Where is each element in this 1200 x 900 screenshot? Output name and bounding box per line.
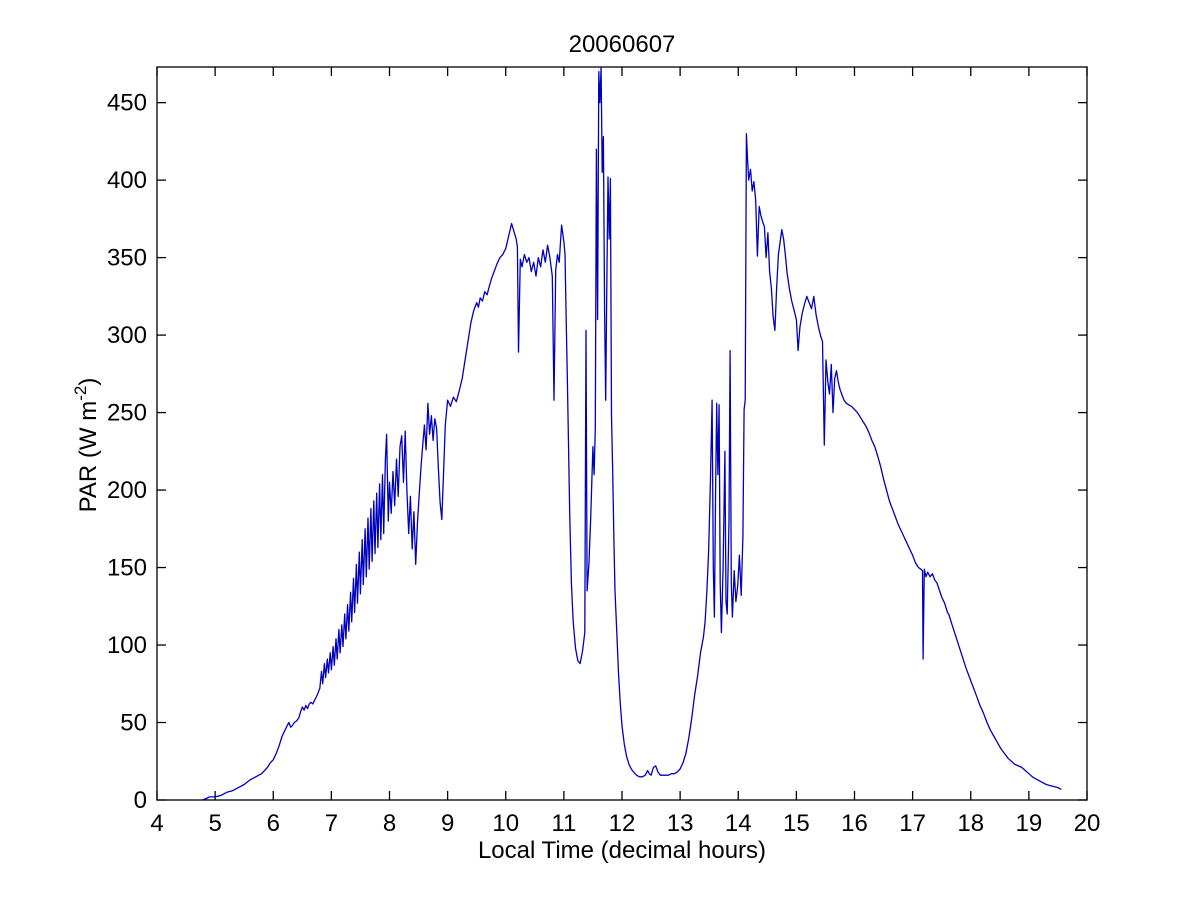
x-tick-label: 10	[492, 810, 519, 837]
x-tick-label: 19	[1016, 810, 1043, 837]
x-tick-label: 6	[267, 810, 280, 837]
par-data-line	[201, 66, 1062, 801]
x-tick-label: 8	[383, 810, 396, 837]
x-tick-labels: 4 5 6 7 8 9 10 11 12 13 14 15 16 17 18 19 20	[150, 810, 1100, 837]
data-series	[201, 66, 1062, 801]
x-tick-label: 9	[441, 810, 454, 837]
y-tick-label: 0	[134, 787, 147, 814]
y-tick-labels: 0 50 100 150 200 250 300 350 400 450	[107, 90, 147, 814]
y-axis-label-close: )	[75, 378, 102, 386]
x-tick-label: 20	[1074, 810, 1101, 837]
x-tick-label: 13	[667, 810, 694, 837]
x-tick-label: 12	[609, 810, 636, 837]
x-tick-label: 16	[841, 810, 868, 837]
y-tick-label: 450	[107, 90, 147, 117]
chart-title: 20060607	[569, 31, 676, 58]
x-tick-label: 15	[783, 810, 810, 837]
y-axis-label-main: PAR (W m	[75, 401, 102, 513]
x-tick-label: 5	[208, 810, 221, 837]
y-tick-label: 50	[120, 710, 147, 737]
x-tick-label: 18	[957, 810, 984, 837]
y-axis-label-superscript: -2	[71, 386, 90, 401]
y-tick-label: 200	[107, 477, 147, 504]
axis-ticks	[156, 67, 1088, 801]
x-tick-label: 17	[899, 810, 926, 837]
y-tick-label: 100	[107, 632, 147, 659]
y-tick-label: 250	[107, 400, 147, 427]
y-axis-label: PAR (W m-2)	[71, 378, 102, 513]
x-tick-label: 4	[150, 810, 163, 837]
x-axis-label: Local Time (decimal hours)	[478, 837, 766, 864]
plot-area	[156, 66, 1088, 801]
y-tick-label: 150	[107, 555, 147, 582]
x-tick-label: 14	[725, 810, 752, 837]
y-tick-label: 350	[107, 245, 147, 272]
y-tick-label: 300	[107, 322, 147, 349]
y-tick-label: 400	[107, 167, 147, 194]
x-tick-label: 7	[325, 810, 338, 837]
x-tick-label: 11	[551, 810, 576, 837]
